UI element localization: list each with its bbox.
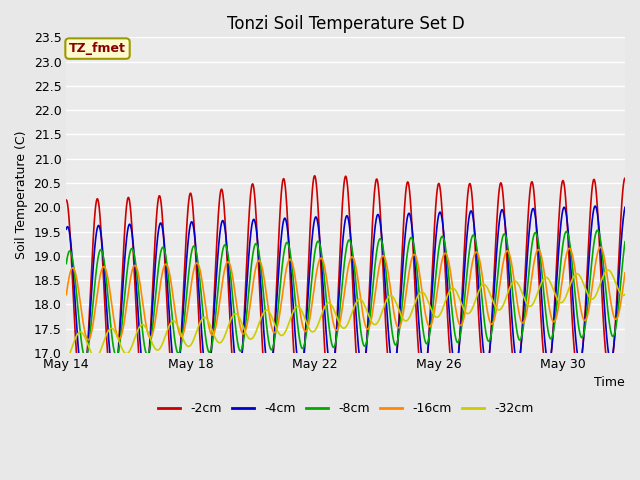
-32cm: [63, 357, 70, 363]
-16cm: [84, 337, 92, 343]
Line: -8cm: -8cm: [67, 230, 625, 357]
-8cm: [116, 334, 124, 339]
-8cm: [549, 331, 557, 337]
-8cm: [63, 261, 70, 266]
-32cm: [549, 285, 557, 291]
-8cm: [150, 307, 158, 313]
-32cm: [265, 309, 273, 314]
-4cm: [150, 276, 158, 282]
-8cm: [266, 341, 273, 347]
Line: -16cm: -16cm: [67, 247, 625, 340]
-4cm: [591, 203, 599, 209]
-32cm: [116, 342, 124, 348]
-2cm: [116, 311, 124, 316]
Y-axis label: Soil Temperature (C): Soil Temperature (C): [15, 131, 28, 259]
-4cm: [63, 226, 70, 232]
-4cm: [549, 332, 557, 338]
-4cm: [266, 372, 273, 377]
-8cm: [81, 354, 89, 360]
Text: TZ_fmet: TZ_fmet: [69, 42, 126, 55]
-2cm: [311, 173, 319, 179]
-2cm: [364, 322, 372, 327]
-32cm: [604, 267, 612, 273]
-2cm: [186, 191, 194, 196]
-8cm: [364, 334, 371, 340]
-16cm: [63, 292, 70, 298]
-16cm: [549, 318, 557, 324]
-32cm: [621, 291, 629, 297]
Line: -4cm: -4cm: [67, 206, 625, 382]
Legend: -2cm, -4cm, -8cm, -16cm, -32cm: -2cm, -4cm, -8cm, -16cm, -32cm: [153, 397, 539, 420]
-16cm: [621, 270, 629, 276]
-8cm: [621, 239, 629, 245]
-2cm: [295, 396, 303, 402]
-2cm: [150, 256, 158, 262]
-2cm: [265, 393, 273, 399]
-32cm: [364, 309, 371, 315]
X-axis label: Time: Time: [595, 376, 625, 389]
Line: -32cm: -32cm: [67, 270, 625, 360]
Title: Tonzi Soil Temperature Set D: Tonzi Soil Temperature Set D: [227, 15, 465, 33]
-8cm: [593, 228, 601, 233]
-2cm: [63, 197, 70, 203]
-16cm: [116, 335, 124, 340]
-4cm: [116, 318, 124, 324]
-4cm: [186, 222, 194, 228]
-4cm: [621, 204, 629, 210]
-8cm: [186, 257, 194, 263]
-4cm: [79, 379, 87, 384]
-2cm: [549, 325, 557, 331]
-32cm: [186, 343, 194, 348]
-16cm: [186, 288, 194, 294]
-16cm: [596, 244, 604, 250]
Line: -2cm: -2cm: [67, 176, 625, 399]
-16cm: [364, 326, 371, 332]
-4cm: [364, 329, 371, 335]
-2cm: [621, 175, 629, 181]
-32cm: [150, 344, 158, 350]
-16cm: [266, 311, 273, 317]
-16cm: [150, 324, 158, 329]
